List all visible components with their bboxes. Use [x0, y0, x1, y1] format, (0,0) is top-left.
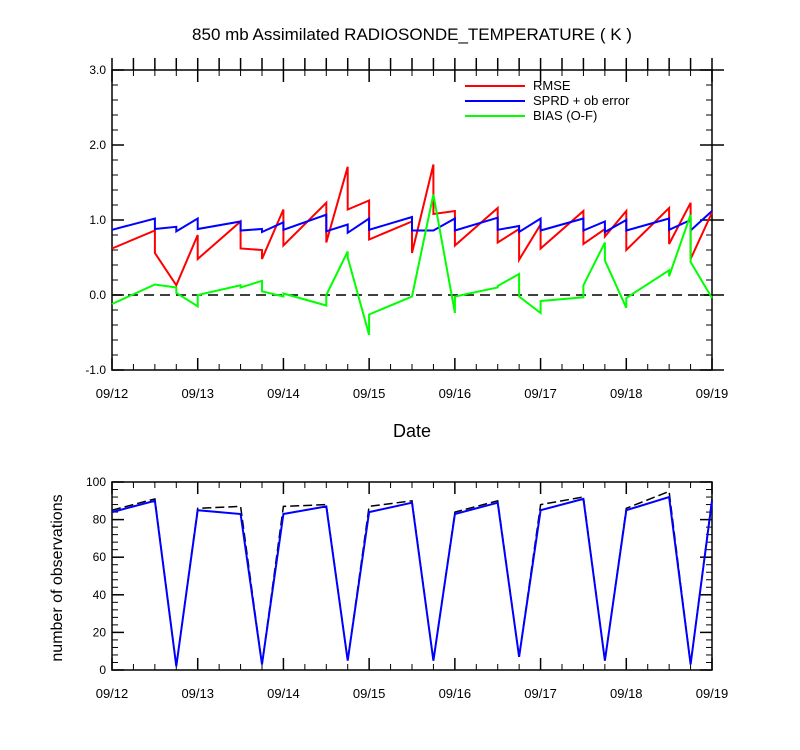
bottom-chart: 09/12 09/13 09/14 09/15 09/16 09/17 09/18 09/19…	[86, 475, 728, 701]
series-line-sprd-ob-error	[111, 210, 713, 235]
x-tick-label: 09/19	[696, 686, 729, 701]
y-tick-label: -1.0	[85, 363, 106, 377]
x-tick-label: 09/13	[181, 686, 214, 701]
legend-entry: RMSE	[533, 78, 571, 93]
top-xaxis-label: Date	[393, 421, 431, 441]
x-tick-label: 09/16	[439, 686, 472, 701]
x-tick-label: 09/18	[610, 386, 643, 401]
series-line-used	[111, 495, 713, 667]
legend-entry: SPRD + ob error	[533, 93, 630, 108]
series-line-possible	[111, 490, 713, 667]
x-tick-label: 09/15	[353, 386, 386, 401]
x-tick-label: 09/12	[96, 686, 129, 701]
y-tick-label: 3.0	[89, 63, 106, 77]
x-tick-label: 09/15	[353, 686, 386, 701]
y-tick-label: 0	[99, 663, 106, 677]
y-tick-label: 40	[93, 588, 107, 602]
y-tick-label: 100	[86, 475, 106, 489]
y-tick-label: 1.0	[89, 213, 106, 227]
series-line-bias-o-f-	[111, 194, 713, 336]
y-tick-label: 20	[93, 625, 107, 639]
x-tick-label: 09/12	[96, 386, 129, 401]
y-tick-label: 2.0	[89, 138, 106, 152]
x-tick-label: 09/13	[181, 386, 214, 401]
bottom-yaxis-label: number of observations	[49, 494, 66, 661]
y-tick-label: 0.0	[89, 288, 106, 302]
x-tick-label: 09/14	[267, 386, 300, 401]
x-tick-label: 09/16	[439, 386, 472, 401]
chart-title: 850 mb Assimilated RADIOSONDE_TEMPERATUR…	[192, 25, 632, 44]
x-tick-label: 09/17	[524, 686, 557, 701]
x-tick-label: 09/14	[267, 686, 300, 701]
y-tick-label: 60	[93, 550, 107, 564]
x-tick-label: 09/17	[524, 386, 557, 401]
y-tick-label: 80	[93, 513, 107, 527]
top-chart: 09/12 09/13 09/14 09/15 09/16 09/17 09/18 09/19…	[85, 58, 728, 401]
x-tick-label: 09/19	[696, 386, 729, 401]
x-tick-label: 09/18	[610, 686, 643, 701]
legend-entry: BIAS (O-F)	[533, 108, 597, 123]
